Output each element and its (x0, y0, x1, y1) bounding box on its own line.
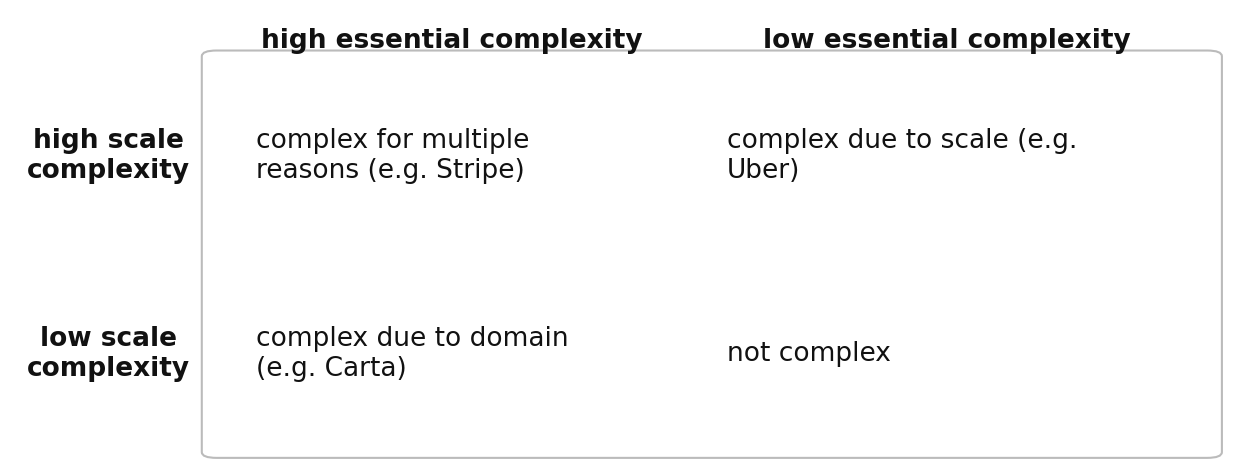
Text: complex due to scale (e.g.
Uber): complex due to scale (e.g. Uber) (727, 128, 1077, 184)
Text: complex due to domain
(e.g. Carta): complex due to domain (e.g. Carta) (256, 326, 569, 381)
Text: low scale
complexity: low scale complexity (27, 326, 189, 381)
Text: not complex: not complex (727, 340, 890, 367)
Text: low essential complexity: low essential complexity (763, 28, 1132, 53)
Text: high essential complexity: high essential complexity (261, 28, 643, 53)
Text: complex for multiple
reasons (e.g. Stripe): complex for multiple reasons (e.g. Strip… (256, 128, 530, 184)
Text: high scale
complexity: high scale complexity (27, 128, 189, 184)
